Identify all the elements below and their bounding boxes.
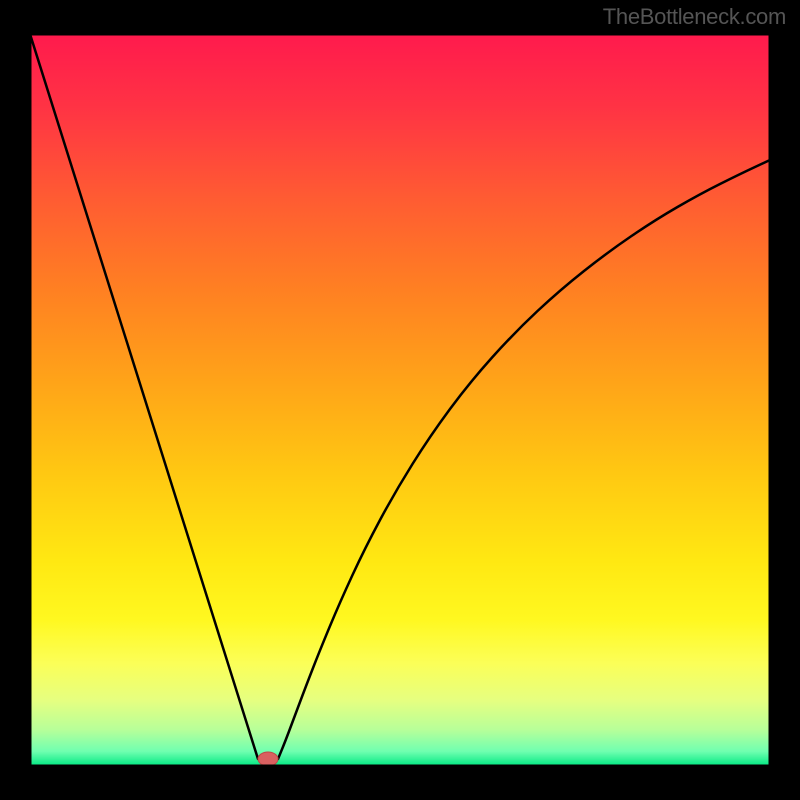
chart-container: TheBottleneck.com: [0, 0, 800, 800]
minimum-marker: [258, 752, 278, 766]
watermark-text: TheBottleneck.com: [603, 4, 786, 30]
plot-background: [30, 34, 770, 766]
chart-svg: [0, 0, 800, 800]
